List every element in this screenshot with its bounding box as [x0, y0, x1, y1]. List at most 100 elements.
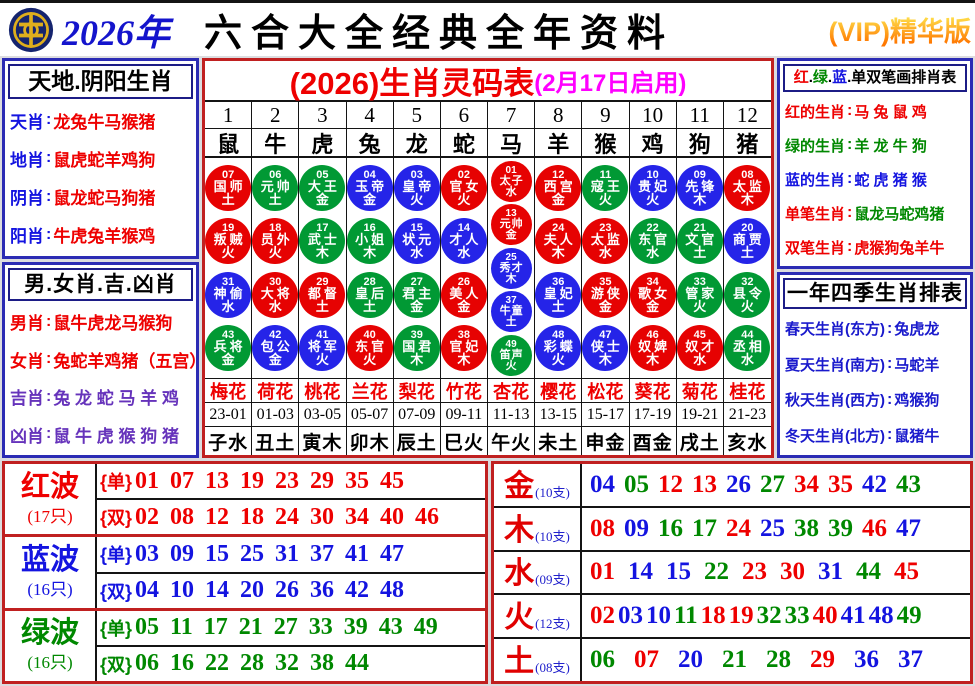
color-stroke-row: 双笔生肖: 虎猴狗兔羊牛: [780, 237, 970, 258]
ball-element: 木: [410, 351, 424, 367]
ball-number: 03: [410, 169, 423, 182]
column-zodiac: 龙: [394, 129, 441, 156]
number-ball: 10 贵妃火: [629, 165, 676, 212]
code-table-subtitle: (2月17日启用): [534, 70, 687, 97]
element-number: 31: [818, 558, 843, 586]
ball-title: 管家: [685, 285, 718, 301]
element-number: 49: [896, 602, 922, 630]
number-ball: 16 小姐木: [346, 218, 393, 265]
panel-heaven-earth-title: 天地.阴阳生肖: [8, 64, 193, 99]
row-label: 女肖: [10, 351, 44, 371]
row-label: 双笔生肖: [785, 239, 846, 257]
ball-number: 33: [693, 275, 706, 288]
column-zodiac: 鼠: [205, 129, 253, 156]
number-ball: 14 才人水: [440, 218, 487, 265]
number-ball: 40 东官火: [346, 324, 393, 371]
ball-element: 火: [505, 359, 517, 372]
number-ball: 17 武士木: [299, 218, 346, 265]
wave-odd-line: {单} 05 11 17 21 27 33 39 43 49: [97, 611, 485, 645]
parity-tag: {双}: [100, 654, 133, 675]
element-number: 21: [722, 646, 747, 674]
heaven-earth-row: 阴肖: 鼠龙蛇马狗猪: [5, 184, 196, 209]
ball-number: 27: [410, 275, 423, 288]
element-number: 22: [704, 558, 729, 586]
ball-title: 玉帝: [355, 179, 388, 195]
column-number-row: 1 2 3 4 5 6 7 8 9 10 11 12: [205, 102, 771, 129]
season-row: 秋天生肖(西方): 鸡猴狗: [780, 389, 970, 410]
row-label: 蓝的生肖: [785, 171, 846, 189]
ball-title: 商贾: [732, 232, 765, 248]
number-ball: 07 国师土: [205, 165, 252, 212]
ball-title: 君主: [402, 285, 435, 301]
row-colon: :: [847, 204, 853, 221]
ball-number: 15: [410, 222, 423, 235]
earthly-branch-cell: 丑土: [252, 427, 300, 455]
earthly-branch-cell: 巳火: [441, 427, 488, 455]
ball-title: 先锋: [685, 179, 718, 195]
ball-number: 42: [269, 328, 282, 341]
column-number: 5: [394, 102, 441, 128]
ball-title: 大王: [307, 179, 340, 195]
element-number: 45: [894, 558, 919, 586]
ball-column: 06 元帅土 18 员外火 30 大将水 42 包公金: [252, 158, 300, 378]
ball-column: 12 西宫金 24 夫人木 36 皇妃土 48 彩蝶火: [535, 158, 583, 378]
ball-title: 官女: [449, 179, 482, 195]
wave-group: 红波 (17只) {单} 01 07 13 19 23 29 35 45 {双} 02 0…: [5, 464, 485, 538]
number-ball: 01 太子水: [490, 160, 532, 202]
column-zodiac: 蛇: [441, 129, 488, 156]
flower-cell: 梅花: [205, 379, 253, 402]
element-numbers: 08 09 16 17 24 25 38 39 46 47: [582, 508, 970, 550]
row-colon: :: [46, 111, 52, 129]
row-value: 鼠猪牛: [894, 427, 940, 445]
element-number: 05: [624, 470, 649, 498]
ball-element: 火: [740, 298, 754, 314]
column-zodiac: 兔: [347, 129, 394, 156]
number-ball: 24 夫人木: [535, 218, 582, 265]
number-ball: 47 侠士木: [582, 324, 629, 371]
brand-logo-icon: [8, 7, 54, 52]
ball-element: 金: [646, 298, 660, 314]
column-number: 2: [252, 102, 300, 128]
ball-number: 34: [646, 275, 659, 288]
row-value: 牛虎兔羊猴鸡: [53, 227, 156, 247]
row-value: 鸡猴狗: [894, 392, 940, 410]
number-ball: 21 文官土: [676, 218, 723, 265]
ball-title: 皇妃: [543, 285, 576, 301]
title-segment: .: [827, 69, 833, 86]
ball-number: 40: [363, 328, 376, 341]
wave-even-line: {双} 02 08 12 18 24 30 34 40 46: [97, 498, 485, 534]
number-ball: 25 秀才木: [490, 247, 532, 289]
ball-number: 29: [316, 275, 329, 288]
flower-cell: 荷花: [252, 379, 300, 402]
ball-title: 夫人: [543, 232, 576, 248]
ball-title: 状元: [402, 232, 435, 248]
element-count: (10支): [535, 484, 570, 500]
ball-number: 26: [457, 275, 471, 288]
number-ball: 43 兵将金: [205, 324, 252, 371]
row-value: 兔蛇羊鸡猪（五宫）: [53, 351, 196, 371]
wave-numbers-table: 红波 (17只) {单} 01 07 13 19 23 29 35 45 {双} 02 0…: [2, 461, 488, 684]
ball-element: 水: [505, 185, 517, 198]
ball-number: 17: [316, 222, 329, 235]
number-ball: 27 君主金: [393, 271, 440, 318]
parity-tag: {单}: [100, 618, 133, 639]
color-stroke-rows: 红的生肖: 马 兔 鼠 鸡绿的生肖: 羊 龙 牛 狗蓝的生肖: 蛇 虎 猪 猴单笔生肖…: [780, 92, 970, 266]
row-label: 吉肖: [10, 389, 44, 409]
ball-title: 皇帝: [402, 179, 435, 195]
hour-range-cell: 11-13: [488, 403, 536, 426]
flower-cell: 梨花: [394, 379, 441, 402]
element-numbers: 04 05 12 13 26 27 34 35 42 43: [582, 464, 970, 506]
ball-element: 木: [598, 351, 612, 367]
earthly-branch-cell: 子水: [205, 427, 253, 455]
header: 2026年 六合大全经典全年资料 (VIP)精华版: [0, 0, 975, 56]
row-colon: :: [847, 136, 853, 153]
ball-number: 41: [316, 328, 329, 341]
number-ball: 33 管家火: [676, 271, 723, 318]
ball-title: 元帅: [499, 218, 524, 230]
column-number: 12: [736, 102, 758, 127]
color-stroke-title: 红.绿.蓝.单双笔画排肖表: [783, 64, 967, 92]
ball-number: 19: [221, 222, 235, 235]
element-name: 火: [504, 601, 535, 635]
ball-element: 金: [221, 351, 235, 367]
row-colon: :: [847, 238, 853, 255]
